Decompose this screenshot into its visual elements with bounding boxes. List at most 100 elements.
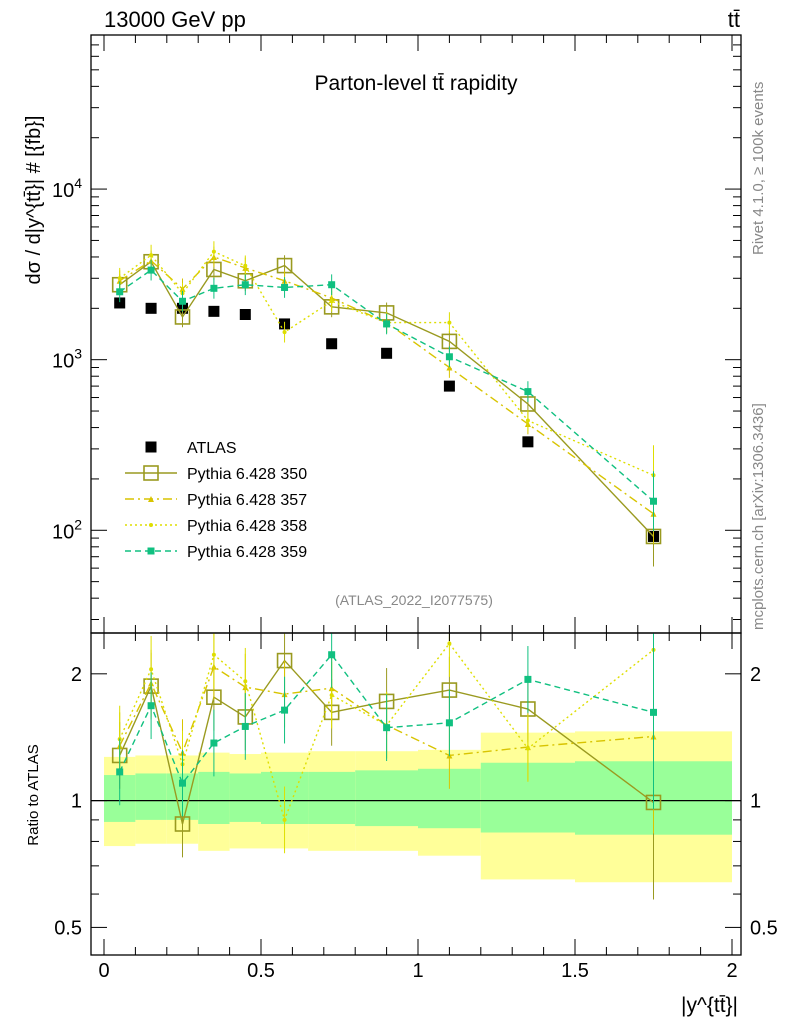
ratio-band-inner	[308, 771, 356, 824]
series-point	[282, 330, 287, 335]
series-point	[447, 320, 452, 325]
process-label: tt̄	[728, 7, 740, 32]
series-point	[116, 288, 124, 296]
ratio-y-axis-label: Ratio to ATLAS	[25, 744, 42, 845]
legend-item: Pythia 6.428 357	[125, 492, 307, 509]
rivet-version-text: Rivet 4.1.0, ≥ 100k events	[750, 82, 767, 255]
ratio-point	[445, 719, 453, 727]
ratio-point	[174, 816, 191, 832]
series-pythia-6-428-359	[116, 259, 657, 532]
ratio-series-pythia-6-428-359	[116, 633, 657, 817]
legend-item: Pythia 6.428 359	[125, 544, 307, 561]
series-point	[383, 320, 391, 328]
atlas-data-point	[239, 308, 251, 320]
ratio-point	[179, 779, 186, 787]
atlas-data-point	[145, 302, 157, 314]
series-point	[210, 284, 218, 292]
ratio-point	[211, 652, 216, 657]
series-point	[211, 249, 216, 254]
series-point	[445, 353, 453, 361]
x-tick-label: 2	[726, 960, 737, 982]
series-point	[524, 388, 532, 396]
ratio-point	[329, 693, 334, 698]
atlas-data-point	[381, 347, 393, 359]
mcplots-credit-text: mcplots.cern.ch [arXiv:1306.3436]	[750, 403, 767, 630]
series-point	[241, 281, 249, 289]
legend-item: Pythia 6.428 350	[125, 465, 307, 483]
main-plot-panel: 102 103 104 Parton-level tt̄ rapidity (ATL…	[23, 34, 742, 634]
series-point	[441, 333, 458, 350]
ratio-y-tick-label-right: 0.5	[750, 917, 778, 939]
ratio-y-ticks: 0.5 0.5 1 1 2 2	[54, 664, 778, 940]
atlas-data-point	[326, 338, 338, 350]
ratio-point	[524, 675, 532, 683]
ratio-band-inner	[355, 770, 418, 827]
ratio-plot-panel: 0.5 0.5 1 1 2 2 Ratio to ATLAS	[25, 632, 778, 956]
x-tick-label: 0.5	[247, 960, 275, 982]
series-point	[243, 263, 248, 268]
atlas-data-point	[443, 380, 455, 392]
series-line	[119, 269, 654, 502]
ratio-point	[210, 739, 218, 747]
series-point	[329, 299, 334, 304]
legend-label: Pythia 6.428 358	[187, 518, 307, 535]
legend-marker	[149, 523, 153, 527]
legend-label: Pythia 6.428 359	[187, 544, 307, 561]
ratio-point	[116, 768, 124, 776]
legend-label: ATLAS	[187, 440, 237, 457]
ratio-y-tick-label: 0.5	[54, 917, 82, 939]
series-point	[525, 418, 530, 423]
atlas-data-point	[114, 297, 126, 309]
legend-marker	[143, 465, 159, 481]
ratio-point	[147, 702, 155, 710]
ratio-point	[282, 817, 287, 822]
ratio-y-tick-label: 1	[71, 791, 82, 813]
x-axis-label: |y^{tt̄}|	[681, 994, 738, 1017]
main-y-tick-label: 103	[52, 346, 82, 373]
legend: ATLAS Pythia 6.428 350 Pythia 6.428 357 Pyt…	[125, 440, 307, 561]
atlas-data-point	[522, 436, 534, 448]
legend-item: ATLAS	[145, 440, 237, 457]
ratio-y-tick-label: 2	[71, 664, 82, 686]
ratio-series-line	[119, 665, 654, 757]
x-axis-ticks: 0 0.5 1 1.5 2	[98, 35, 738, 982]
ratio-point	[149, 667, 154, 672]
ratio-point	[650, 708, 657, 716]
ratio-point	[383, 724, 391, 732]
ratio-point	[328, 651, 336, 659]
legend-marker	[148, 496, 154, 502]
legend-label: Pythia 6.428 357	[187, 492, 307, 509]
series-point	[179, 297, 186, 305]
analysis-id-label: (ATLAS_2022_I2077575)	[335, 592, 493, 608]
atlas-data-point	[208, 305, 220, 317]
ratio-plot-content	[91, 633, 741, 900]
ratio-point	[241, 722, 249, 730]
ratio-point	[243, 679, 248, 684]
legend-item: Pythia 6.428 358	[125, 518, 307, 535]
series-line	[119, 250, 654, 476]
series-point	[174, 309, 191, 325]
main-y-tick-label: 104	[52, 175, 82, 202]
legend-label: Pythia 6.428 350	[187, 466, 307, 483]
legend-marker	[145, 441, 157, 453]
ratio-band-inner	[229, 773, 261, 822]
ratio-y-tick-label-right: 1	[750, 791, 761, 813]
series-point	[117, 276, 122, 281]
main-plot-title: Parton-level tt̄ rapidity	[314, 72, 518, 95]
main-y-ticks: 102 103 104	[52, 34, 741, 620]
ratio-band-inner	[135, 773, 167, 820]
x-tick-label: 1.5	[561, 960, 589, 982]
main-y-axis-label: dσ / d|y^{tt̄}| # [{fb}]	[23, 116, 45, 285]
legend-marker	[147, 547, 155, 555]
series-point	[328, 281, 336, 289]
main-plot-content	[111, 241, 662, 567]
series-point	[147, 266, 155, 274]
ratio-point	[447, 641, 452, 646]
ratio-point	[525, 746, 530, 751]
ratio-plot-frame	[90, 632, 742, 956]
series-point	[650, 497, 657, 505]
series-point	[149, 253, 154, 258]
collision-label: 13000 GeV pp	[104, 7, 246, 32]
x-tick-label: 1	[412, 960, 423, 982]
